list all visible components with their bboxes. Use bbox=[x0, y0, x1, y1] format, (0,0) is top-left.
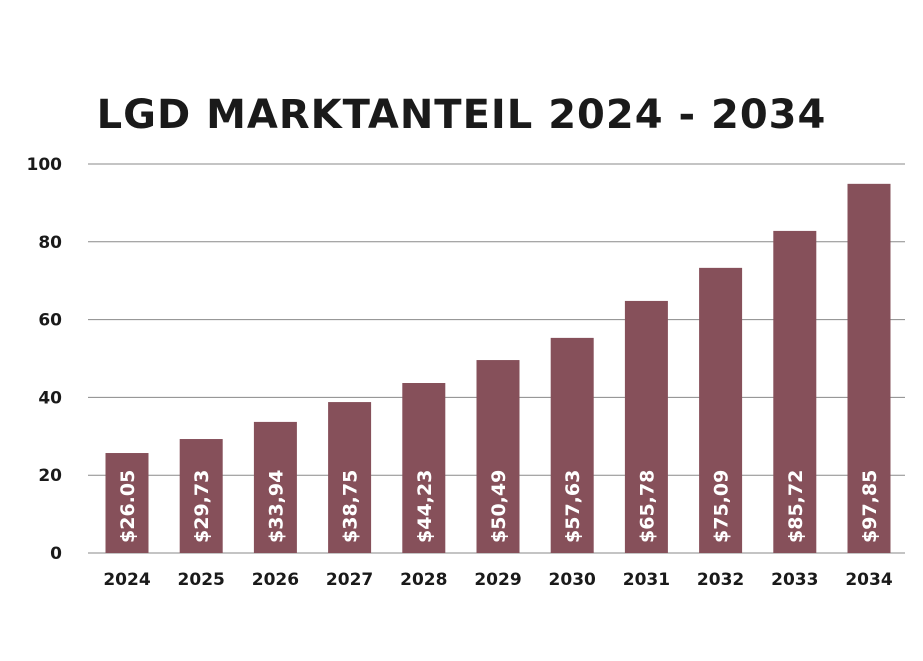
data-label: $75,09 bbox=[711, 470, 733, 543]
x-tick-label: 2034 bbox=[845, 570, 892, 590]
bar bbox=[105, 453, 149, 553]
x-tick-label: 2026 bbox=[252, 570, 299, 590]
x-tick-label: 2031 bbox=[623, 570, 670, 590]
y-tick-label: 40 bbox=[38, 388, 62, 408]
x-tick-label: 2025 bbox=[178, 570, 225, 590]
bar bbox=[550, 337, 594, 553]
data-label: $85,72 bbox=[785, 470, 807, 543]
data-label: $50,49 bbox=[488, 470, 510, 543]
bar bbox=[847, 183, 891, 554]
data-label: $29,73 bbox=[191, 470, 213, 543]
x-tick-label: 2028 bbox=[400, 570, 447, 590]
data-label: $97,85 bbox=[859, 470, 881, 543]
x-tick-label: 2030 bbox=[549, 570, 596, 590]
data-label: $57,63 bbox=[562, 470, 584, 543]
x-tick-label: 2027 bbox=[326, 570, 373, 590]
data-label: $33,94 bbox=[265, 470, 287, 543]
bar bbox=[328, 402, 372, 553]
y-tick-label: 60 bbox=[38, 311, 62, 331]
bar bbox=[699, 267, 743, 553]
bar bbox=[179, 439, 223, 553]
y-tick-label: 100 bbox=[27, 155, 63, 175]
bar bbox=[773, 230, 817, 553]
chart-title: LGD MARKTANTEIL 2024 - 2034 bbox=[96, 92, 827, 138]
bar bbox=[253, 421, 297, 553]
bar bbox=[402, 383, 446, 553]
bar bbox=[476, 360, 520, 553]
bar bbox=[624, 300, 668, 553]
x-tick-label: 2029 bbox=[474, 570, 521, 590]
x-tick-label: 2024 bbox=[103, 570, 150, 590]
data-label: $38,75 bbox=[340, 470, 362, 543]
y-tick-label: 80 bbox=[38, 233, 62, 253]
y-tick-label: 0 bbox=[50, 544, 62, 564]
x-tick-label: 2032 bbox=[697, 570, 744, 590]
y-tick-label: 20 bbox=[38, 466, 62, 486]
data-label: $26.05 bbox=[117, 470, 139, 543]
x-tick-label: 2033 bbox=[771, 570, 818, 590]
data-label: $65,78 bbox=[636, 470, 658, 543]
data-label: $44,23 bbox=[414, 470, 436, 543]
